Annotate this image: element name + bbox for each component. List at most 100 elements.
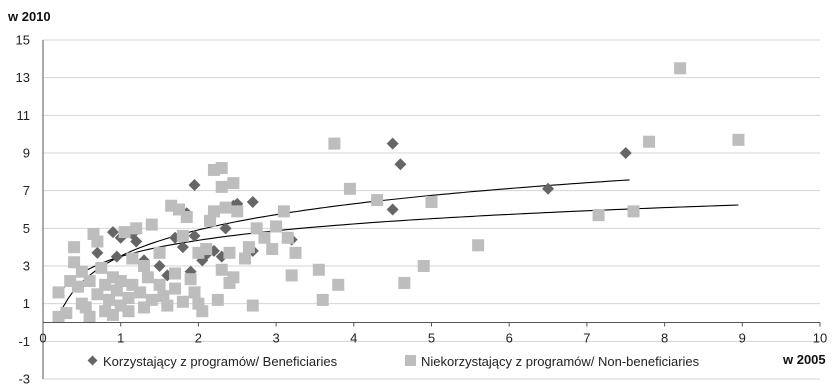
non-beneficiary-point xyxy=(231,205,244,218)
non-beneficiary-point xyxy=(68,256,81,269)
non-beneficiary-point xyxy=(169,267,182,280)
non-beneficiary-point xyxy=(184,273,197,286)
y-tick-label: 5 xyxy=(23,221,30,236)
non-beneficiary-point xyxy=(204,214,217,227)
non-beneficiary-point xyxy=(258,231,271,244)
non-beneficiary-point xyxy=(52,286,65,299)
non-beneficiary-point xyxy=(157,290,170,303)
non-beneficiary-point xyxy=(176,295,189,308)
non-beneficiary-point xyxy=(227,271,240,284)
non-beneficiary-point xyxy=(250,222,263,235)
y-tick-label: 1 xyxy=(23,296,30,311)
legend-diamond-marker xyxy=(87,355,98,366)
non-beneficiary-point xyxy=(75,265,88,278)
non-beneficiary-point xyxy=(200,243,213,256)
non-beneficiary-point xyxy=(277,205,290,218)
non-beneficiary-point xyxy=(79,301,92,314)
beneficiary-point xyxy=(542,182,555,195)
non-beneficiary-point xyxy=(328,137,341,150)
non-beneficiary-point xyxy=(145,218,158,231)
non-beneficiary-point xyxy=(196,305,209,318)
non-beneficiary-point xyxy=(472,239,485,252)
non-beneficiary-point xyxy=(134,286,147,299)
non-beneficiary-point xyxy=(285,269,298,282)
non-beneficiary-point xyxy=(169,282,182,295)
beneficiary-point xyxy=(91,246,104,259)
non-beneficiary-point xyxy=(332,278,345,291)
x-tick-label: 7 xyxy=(583,331,590,346)
y-tick-label: 9 xyxy=(23,146,30,161)
non-beneficiary-point xyxy=(266,243,279,256)
beneficiary-point xyxy=(246,195,259,208)
non-beneficiary-point xyxy=(83,275,96,288)
beneficiary-point xyxy=(188,229,201,242)
x-axis-title: w 2005 xyxy=(782,352,826,367)
non-beneficiary-point xyxy=(227,177,240,190)
y-tick-label: -1 xyxy=(18,334,30,349)
non-beneficiary-point xyxy=(281,231,294,244)
beneficiary-point xyxy=(619,147,632,159)
non-beneficiary-point xyxy=(130,222,143,235)
x-tick-labels: 0 1 2 3 4 5 6 7 8 9 10 xyxy=(39,331,827,346)
non-beneficiary-point xyxy=(207,205,220,218)
non-beneficiary-point xyxy=(215,263,228,276)
beneficiary-point xyxy=(219,222,232,235)
non-beneficiary-point xyxy=(122,292,135,305)
non-beneficiary-point xyxy=(153,246,166,259)
beneficiary-point xyxy=(110,250,123,263)
non-beneficiary-point xyxy=(246,299,259,312)
beneficiary-point xyxy=(386,137,399,150)
non-beneficiary-point xyxy=(138,260,151,272)
non-beneficiary-point xyxy=(145,293,158,306)
non-beneficiary-point xyxy=(215,180,228,193)
non-beneficiary-point xyxy=(289,246,302,259)
non-beneficiary-point xyxy=(211,293,224,306)
non-beneficiary-point xyxy=(180,211,193,224)
non-beneficiary-point xyxy=(425,195,438,208)
legend-square-marker xyxy=(405,355,416,366)
beneficiary-point xyxy=(176,241,189,254)
non-beneficiary-point xyxy=(161,299,174,312)
non-beneficiaries-points xyxy=(52,62,745,323)
y-tick-label: 3 xyxy=(23,259,30,274)
non-beneficiary-point xyxy=(732,133,745,146)
non-beneficiary-point xyxy=(71,280,84,293)
beneficiary-point xyxy=(394,158,407,171)
gridlines xyxy=(43,39,820,380)
non-beneficiary-point xyxy=(215,162,228,175)
x-tick-label: 5 xyxy=(428,331,435,346)
axes xyxy=(42,40,821,379)
y-tick-label: 15 xyxy=(16,33,30,48)
x-tick-label: 10 xyxy=(813,331,827,346)
non-beneficiary-point xyxy=(141,271,154,284)
non-beneficiary-point xyxy=(592,209,605,222)
non-beneficiary-point xyxy=(83,310,96,323)
x-tick-label: 3 xyxy=(272,331,279,346)
non-beneficiary-point xyxy=(312,263,325,276)
non-beneficiary-point xyxy=(153,278,166,291)
x-tick-label: 1 xyxy=(117,331,124,346)
y-tick-label: 11 xyxy=(17,108,31,123)
non-beneficiary-point xyxy=(627,205,640,218)
non-beneficiary-point xyxy=(270,220,283,233)
legend-beneficiaries-label: Korzystający z programów/ Beneficiaries xyxy=(103,354,338,369)
beneficiary-point xyxy=(215,250,228,263)
non-beneficiary-point xyxy=(68,241,81,254)
non-beneficiary-point xyxy=(242,241,255,254)
beneficiary-point xyxy=(188,179,201,192)
non-beneficiary-point xyxy=(239,252,252,265)
non-beneficiary-point xyxy=(674,62,687,75)
non-beneficiary-point xyxy=(122,305,135,318)
non-beneficiary-point xyxy=(95,261,108,274)
beneficiary-point xyxy=(130,235,143,248)
non-beneficiary-point xyxy=(417,260,430,272)
y-tick-label: -3 xyxy=(18,372,30,384)
y-tick-label: 7 xyxy=(23,183,30,198)
non-beneficiary-point xyxy=(176,229,189,242)
non-beneficiary-point xyxy=(110,284,123,297)
non-beneficiary-point xyxy=(114,275,127,288)
trend-line xyxy=(58,204,739,295)
y-axis-title: w 2010 xyxy=(7,9,51,24)
x-tick-label: 0 xyxy=(39,331,46,346)
